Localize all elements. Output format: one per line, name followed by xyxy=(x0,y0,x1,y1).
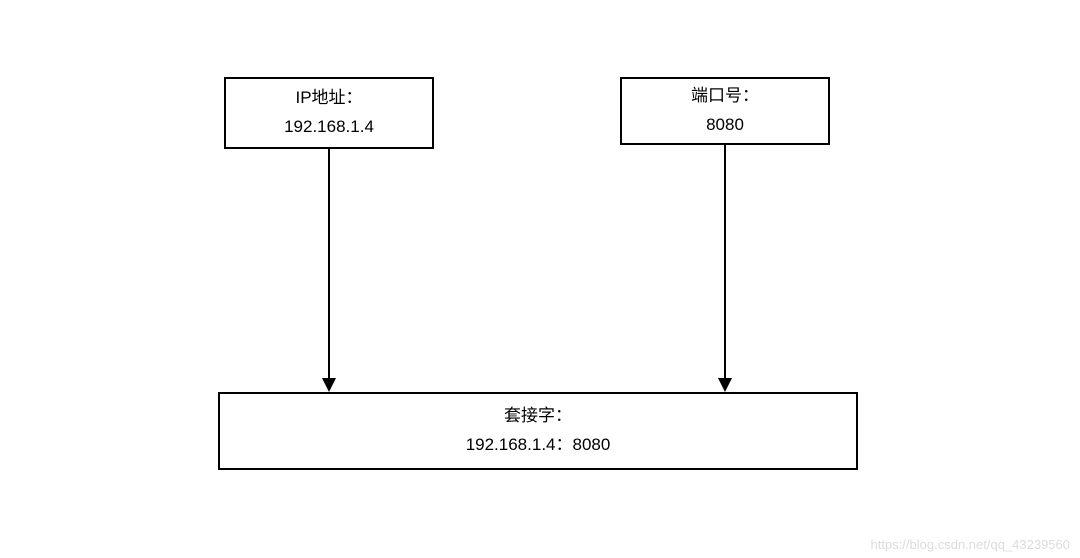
port-box: 端口号： 8080 xyxy=(620,77,830,145)
port-label: 端口号： xyxy=(691,82,759,111)
socket-box: 套接字： 192.168.1.4：8080 xyxy=(218,392,858,470)
port-value: 8080 xyxy=(706,111,744,140)
arrow-head-port xyxy=(718,378,732,392)
watermark-text: https://blog.csdn.net/qq_43239560 xyxy=(871,537,1071,552)
ip-value: 192.168.1.4 xyxy=(284,113,374,142)
arrow-head-ip xyxy=(322,378,336,392)
ip-address-box: IP地址： 192.168.1.4 xyxy=(224,77,434,149)
socket-value: 192.168.1.4：8080 xyxy=(466,431,611,460)
ip-label: IP地址： xyxy=(295,84,362,113)
arrow-port-to-socket xyxy=(724,145,726,378)
socket-label: 套接字： xyxy=(504,402,572,431)
arrow-ip-to-socket xyxy=(328,149,330,378)
